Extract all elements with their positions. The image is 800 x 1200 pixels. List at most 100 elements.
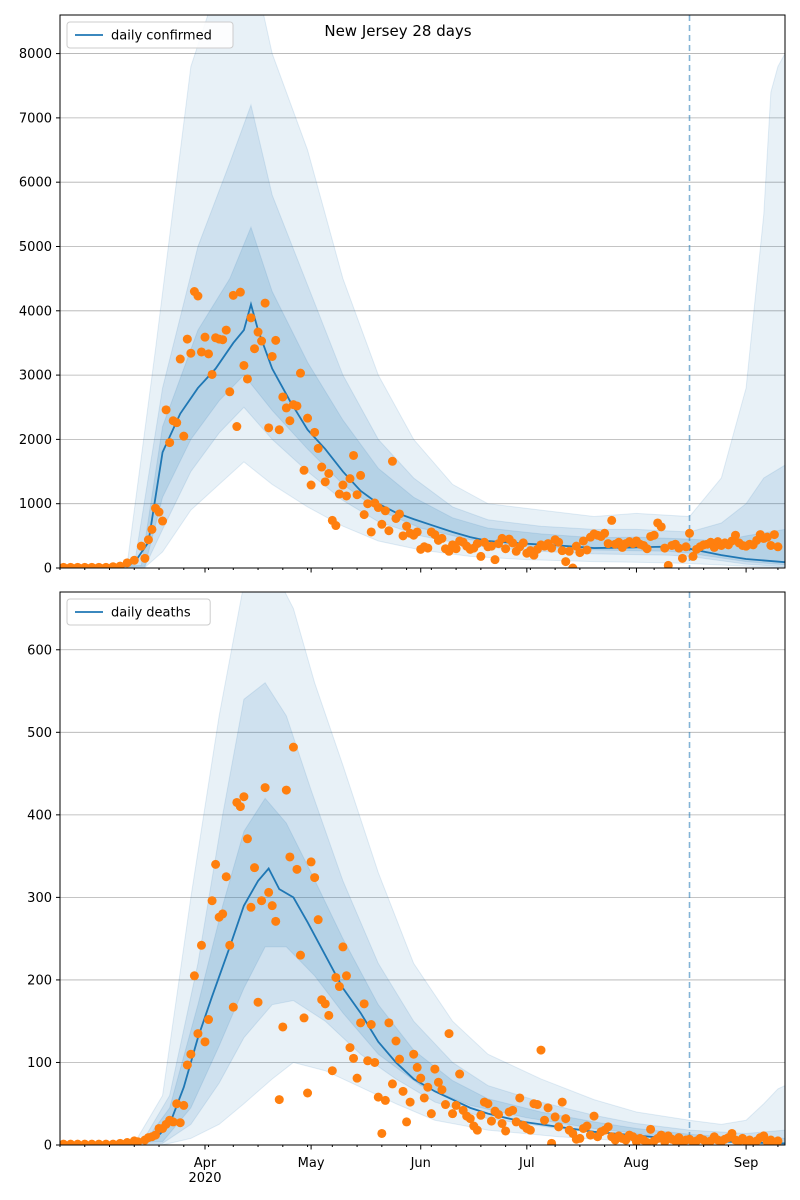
observed-point xyxy=(324,1010,334,1020)
observed-point xyxy=(115,561,125,568)
observed-point xyxy=(150,1130,160,1140)
observed-point xyxy=(306,857,316,867)
observed-point xyxy=(349,450,359,460)
observed-point xyxy=(377,1128,387,1138)
observed-point xyxy=(642,544,652,554)
observed-point xyxy=(557,546,567,556)
observed-point xyxy=(87,1139,97,1145)
observed-point xyxy=(642,1138,652,1145)
observed-point xyxy=(465,1114,475,1124)
observed-point xyxy=(168,1117,178,1127)
x-tick-label: Jul xyxy=(518,1156,535,1171)
observed-point xyxy=(472,539,482,549)
observed-point xyxy=(451,1100,461,1110)
observed-point xyxy=(575,548,585,558)
y-tick-label: 4000 xyxy=(19,304,52,319)
y-tick-label: 3000 xyxy=(19,369,52,384)
observed-point xyxy=(303,1088,313,1098)
observed-point xyxy=(207,369,217,379)
observed-point xyxy=(412,1062,422,1072)
observed-point xyxy=(681,542,691,552)
observed-point xyxy=(341,491,351,501)
observed-point xyxy=(274,425,284,435)
legend-label: daily confirmed xyxy=(111,29,212,44)
observed-point xyxy=(419,1093,429,1103)
observed-point xyxy=(557,1097,567,1107)
observed-point xyxy=(366,1019,376,1029)
observed-point xyxy=(515,1093,525,1103)
observed-point xyxy=(94,562,104,568)
observed-point xyxy=(359,510,369,520)
observed-point xyxy=(235,802,245,812)
observed-point xyxy=(497,533,507,543)
observed-point xyxy=(398,1086,408,1096)
y-tick-label: 1000 xyxy=(19,497,52,512)
observed-point xyxy=(87,562,97,568)
observed-point xyxy=(165,438,175,448)
observed-point xyxy=(317,462,327,472)
observed-point xyxy=(437,1085,447,1095)
observed-point xyxy=(250,863,260,873)
axes-frame xyxy=(59,591,786,1146)
x-tick-label: Jun xyxy=(410,1156,431,1171)
observed-point xyxy=(773,542,783,552)
observed-point xyxy=(239,792,249,802)
observed-point xyxy=(677,553,687,563)
observed-point xyxy=(430,1064,440,1074)
observed-point xyxy=(762,532,772,542)
observed-point xyxy=(242,374,252,384)
observed-point xyxy=(196,347,206,357)
observed-point xyxy=(218,909,228,919)
observed-point xyxy=(225,387,235,397)
observed-point xyxy=(211,859,221,869)
observed-point xyxy=(310,427,320,437)
observed-point xyxy=(582,1121,592,1131)
observed-point xyxy=(313,443,323,453)
observed-point xyxy=(73,562,83,568)
uncertainty-band xyxy=(60,592,785,1145)
observed-point xyxy=(409,1049,419,1059)
observed-point xyxy=(685,528,695,538)
observed-point xyxy=(564,546,574,556)
observed-point xyxy=(448,1109,458,1119)
observed-point xyxy=(66,1139,76,1145)
x-tick-label: Apr xyxy=(194,1156,217,1171)
observed-point xyxy=(320,999,330,1009)
observed-point xyxy=(532,1100,542,1110)
confirmed-panel: 0 1000 2000 3000 4000 5000 6000 7000 8000 daily c… xyxy=(19,14,786,577)
legend xyxy=(66,21,234,49)
observed-point xyxy=(288,742,298,752)
observed-point xyxy=(108,1139,118,1145)
observed-point xyxy=(423,1082,433,1092)
observed-point xyxy=(200,332,210,342)
observed-point xyxy=(207,896,217,906)
axes-frame xyxy=(59,14,786,569)
observed-point xyxy=(175,354,185,364)
observed-point xyxy=(299,465,309,475)
observed-point xyxy=(674,543,684,553)
observed-point xyxy=(455,1069,465,1079)
observed-point xyxy=(204,1015,214,1025)
observed-point xyxy=(239,360,249,370)
y-tick-label: 500 xyxy=(27,726,52,741)
observed-point xyxy=(508,1105,518,1115)
observed-point xyxy=(278,1022,288,1032)
observed-point xyxy=(660,543,670,553)
observed-point xyxy=(363,1056,373,1066)
observed-point xyxy=(476,551,486,561)
observed-point xyxy=(600,528,610,538)
legend xyxy=(66,598,211,626)
observed-point xyxy=(656,1130,666,1140)
observed-point xyxy=(271,335,281,345)
observed-point xyxy=(303,413,313,423)
observed-point xyxy=(101,1139,111,1145)
observed-point xyxy=(267,351,277,361)
observed-point xyxy=(773,1136,783,1145)
observed-point xyxy=(585,1130,595,1140)
observed-point xyxy=(352,1073,362,1083)
observed-point xyxy=(221,325,231,335)
observed-point xyxy=(554,537,564,547)
observed-point xyxy=(334,489,344,499)
observed-point xyxy=(310,873,320,883)
